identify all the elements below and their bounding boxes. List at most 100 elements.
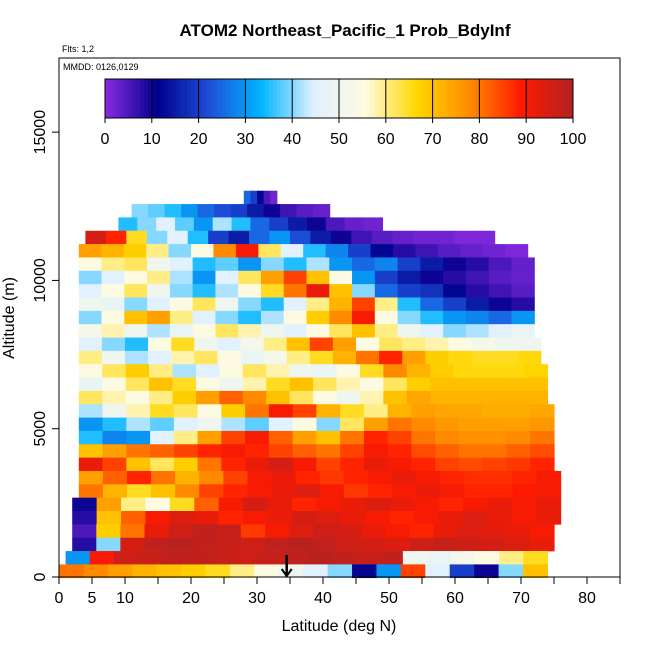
heatmap-cell: [72, 537, 97, 552]
heatmap-cell: [218, 497, 244, 512]
heatmap-cell: [435, 444, 460, 458]
colorbar-swatch: [354, 79, 359, 118]
heatmap-cell: [332, 337, 357, 352]
heatmap-cell: [171, 350, 195, 365]
heatmap-cell: [414, 497, 440, 512]
heatmap-cell: [181, 564, 207, 579]
heatmap-cell: [474, 230, 496, 245]
heatmap-cell: [374, 324, 399, 338]
colorbar-swatch: [198, 79, 203, 118]
heatmap-cell: [306, 551, 332, 565]
heatmap-cell: [306, 310, 330, 325]
heatmap-cell: [536, 511, 562, 525]
heatmap-cell: [78, 297, 103, 312]
heatmap-cell: [288, 217, 308, 232]
heatmap-cell: [260, 270, 285, 285]
colorbar-swatch: [385, 79, 391, 118]
colorbar-swatch: [237, 79, 242, 118]
x-tick-label: 30: [248, 590, 266, 607]
heatmap-cell: [268, 404, 294, 418]
heatmap-cell: [389, 497, 415, 512]
heatmap-cell: [420, 257, 444, 272]
heatmap-cell: [437, 244, 461, 258]
heatmap-cell: [438, 511, 464, 525]
heatmap-cell: [214, 204, 232, 218]
heatmap-cell: [101, 284, 125, 298]
heatmap-cell: [245, 404, 270, 418]
heatmap-cell: [147, 310, 171, 325]
heatmap-cell: [283, 284, 308, 298]
heatmap-cell: [72, 524, 97, 539]
altitude-band: [59, 564, 548, 579]
colorbar-swatch: [183, 79, 188, 118]
heatmap-cell: [102, 390, 127, 405]
heatmap-cell: [145, 497, 171, 512]
heatmap-cell: [329, 284, 353, 298]
heatmap-cell: [221, 444, 246, 458]
heatmap-cell: [149, 390, 174, 405]
colorbar-swatch: [136, 79, 141, 118]
heatmap-cell: [243, 497, 269, 512]
colorbar-swatch: [210, 79, 215, 118]
heatmap-cell: [102, 377, 127, 392]
heatmap-cell: [523, 364, 548, 378]
heatmap-cell: [131, 204, 149, 218]
heatmap-cell: [96, 537, 121, 552]
heatmap-cell: [512, 484, 538, 498]
heatmap-cell: [488, 484, 514, 498]
heatmap-cell: [337, 537, 362, 552]
heatmap-cell: [101, 270, 125, 285]
heatmap-cell: [387, 417, 413, 432]
heatmap-cell: [449, 564, 475, 579]
heatmap-cell: [151, 484, 176, 498]
heatmap-cell: [488, 257, 513, 272]
heatmap-cell: [148, 350, 172, 365]
heatmap-cell: [430, 377, 455, 392]
heatmap-cell: [530, 444, 555, 458]
heatmap-cell: [280, 244, 304, 258]
x-axis-label: Latitude (deg N): [282, 618, 397, 635]
colorbar-swatch: [428, 79, 434, 118]
heatmap-cell: [126, 484, 152, 498]
heatmap-cell: [465, 324, 490, 338]
heatmap-cell: [221, 404, 246, 418]
heatmap-cell: [78, 310, 103, 325]
heatmap-cell: [352, 297, 376, 312]
heatmap-cell: [465, 310, 490, 325]
heatmap-cell: [458, 430, 484, 445]
colorbar-swatch: [366, 79, 371, 118]
colorbar-swatch: [420, 79, 426, 118]
altitude-band: [243, 190, 278, 205]
heatmap-cell: [283, 257, 308, 272]
colorbar-swatch: [502, 79, 508, 118]
heatmap-cell: [219, 364, 244, 378]
heatmap-cell: [481, 524, 507, 539]
colorbar-swatch: [288, 79, 293, 118]
altitude-band: [72, 524, 555, 539]
heatmap-cell: [316, 457, 341, 472]
altitude-band: [85, 230, 496, 245]
heatmap-cell: [440, 470, 465, 485]
heatmap-cell: [172, 390, 197, 405]
heatmap-cell: [289, 537, 314, 552]
heatmap-cell: [228, 230, 250, 245]
heatmap-cell: [247, 470, 273, 485]
heatmap-cell: [397, 270, 421, 285]
y-axis: 0 5000 10000 15000: [32, 110, 59, 581]
heatmap-cell: [392, 244, 416, 258]
y-axis-label: Altitude (m): [1, 277, 18, 359]
colorbar-tick-label: 90: [517, 131, 535, 148]
heatmap-cell: [351, 230, 373, 245]
altitude-band: [78, 417, 555, 432]
heatmap-cell: [195, 377, 220, 392]
colorbar-swatch: [124, 79, 129, 118]
heatmap-cell: [217, 337, 242, 352]
heatmap-cell: [167, 230, 189, 245]
altitude-band: [78, 377, 548, 392]
altitude-band: [118, 217, 383, 232]
heatmap-cell: [78, 444, 104, 458]
heatmap-cell: [101, 244, 125, 258]
altitude-band: [78, 444, 555, 458]
heatmap-cell: [482, 430, 508, 445]
heatmap-cell: [477, 377, 502, 392]
